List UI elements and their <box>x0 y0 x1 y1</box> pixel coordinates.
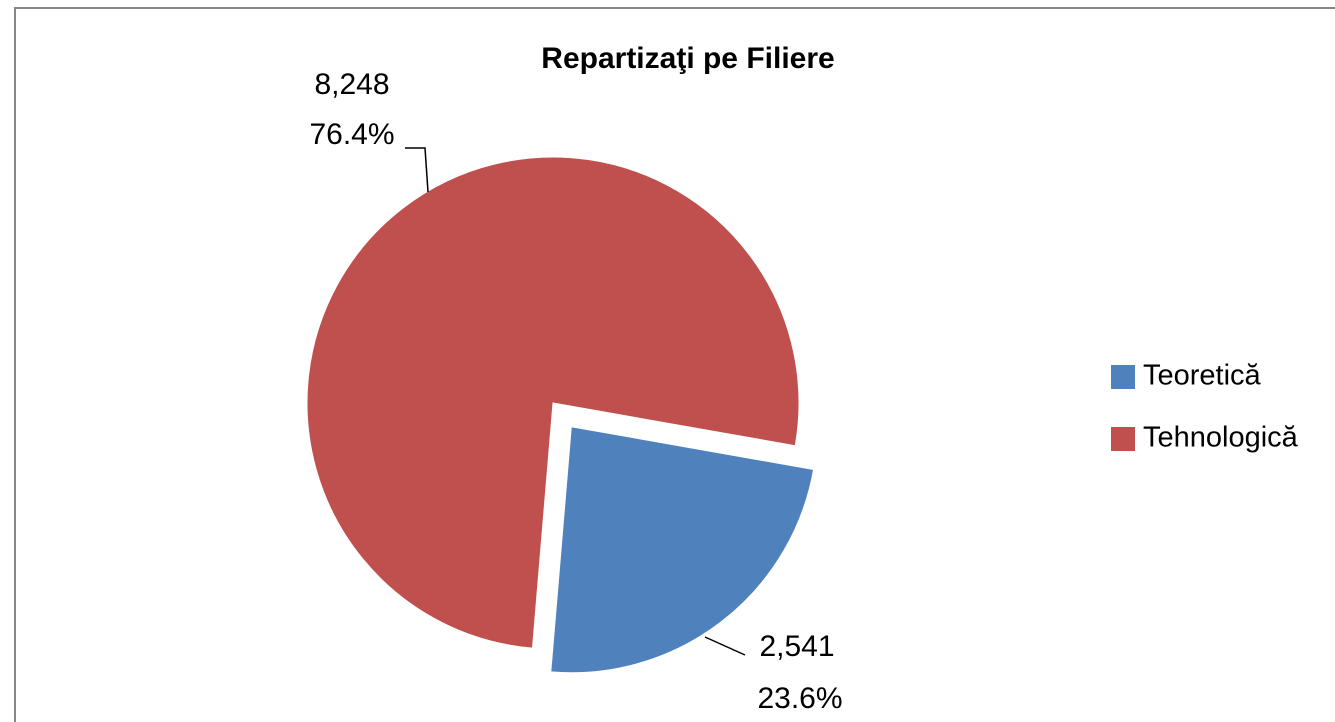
legend-label: Teoretică <box>1143 360 1262 392</box>
chart-title: Repartizaţi pe Filiere <box>541 42 834 75</box>
data-label: 8,248 <box>314 68 389 101</box>
leader-line <box>405 147 429 193</box>
legend-swatch <box>1111 427 1135 451</box>
pie-slice <box>306 156 800 649</box>
legend-swatch <box>1111 365 1135 389</box>
pie-slice <box>550 426 815 674</box>
leader-line <box>704 636 746 656</box>
legend-label: Tehnologică <box>1143 422 1299 454</box>
data-label: 23.6% <box>757 682 842 715</box>
data-label: 76.4% <box>309 118 394 151</box>
data-label: 2,541 <box>759 630 834 663</box>
